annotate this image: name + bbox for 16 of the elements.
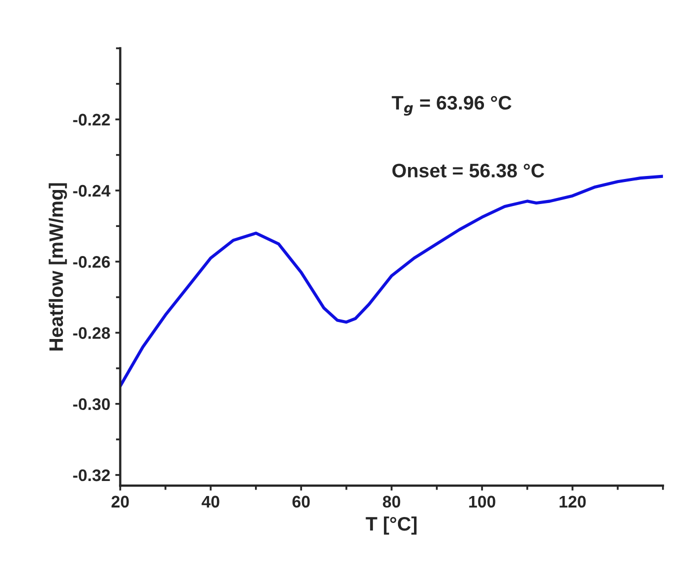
x-tick-label: 100 xyxy=(469,496,496,508)
y-tick-label: -0.28 xyxy=(73,327,110,339)
y-tick-label: -0.30 xyxy=(73,398,110,410)
x-tick-label: 60 xyxy=(292,496,310,508)
annotation: T$_{g}$ = 63.96 °C xyxy=(392,96,512,116)
y-tick-label: -0.32 xyxy=(73,469,110,482)
x-tick-label: 120 xyxy=(560,496,586,508)
y-axis-title: Heatflow [mW/mg] xyxy=(48,183,67,350)
annotation: Onset = 56.38 °C xyxy=(392,164,544,178)
x-tick-label: 80 xyxy=(382,496,400,508)
y-tick-label: -0.26 xyxy=(73,256,110,268)
y-tick-label: -0.24 xyxy=(73,184,110,197)
x-tick-label: 40 xyxy=(202,496,220,508)
y-tick-label: -0.22 xyxy=(73,114,110,126)
x-tick-label: 20 xyxy=(112,496,129,508)
x-axis-title: T [°C] xyxy=(366,516,417,535)
